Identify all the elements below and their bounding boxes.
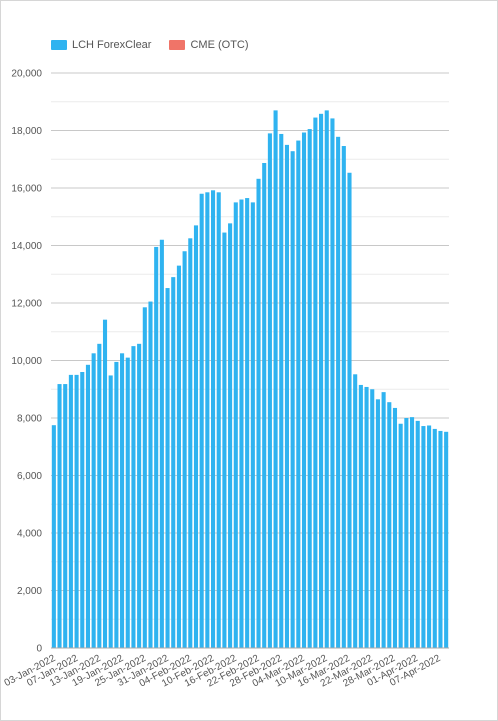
bar-lch[interactable] xyxy=(239,199,244,649)
bar-lch[interactable] xyxy=(80,372,85,648)
bar-lch[interactable] xyxy=(68,374,73,649)
legend-label-cme: CME (OTC) xyxy=(190,39,249,51)
y-tick-label: 14,000 xyxy=(11,241,42,252)
bar-lch[interactable] xyxy=(108,375,113,648)
bar-lch[interactable] xyxy=(205,192,210,648)
bar-lch[interactable] xyxy=(148,301,153,648)
bar-lch[interactable] xyxy=(199,193,204,648)
bar-lch[interactable] xyxy=(353,374,358,648)
bar-lch[interactable] xyxy=(182,251,187,648)
bar-lch[interactable] xyxy=(137,343,142,648)
y-tick-label: 0 xyxy=(36,644,42,655)
bar-lch[interactable] xyxy=(438,430,443,648)
bar-lch[interactable] xyxy=(188,238,193,648)
bar-lch[interactable] xyxy=(51,425,56,648)
bar-lch[interactable] xyxy=(193,225,199,649)
bar-lch[interactable] xyxy=(410,417,415,648)
bar-lch[interactable] xyxy=(313,117,318,648)
bar-lch[interactable] xyxy=(387,402,392,648)
bar-lch[interactable] xyxy=(421,426,426,648)
bar-lch[interactable] xyxy=(392,407,398,648)
bar-lch[interactable] xyxy=(176,265,181,649)
y-tick-label: 10,000 xyxy=(11,356,42,367)
bar-lch[interactable] xyxy=(341,146,346,648)
bar-lch[interactable] xyxy=(222,232,227,648)
bar-lch[interactable] xyxy=(63,384,68,648)
bar-lch[interactable] xyxy=(57,384,62,648)
y-tick-label: 20,000 xyxy=(11,69,42,80)
bar-lch[interactable] xyxy=(330,118,335,649)
bar-lch[interactable] xyxy=(256,178,261,649)
bar-lch[interactable] xyxy=(358,384,363,648)
bar-lch[interactable] xyxy=(102,319,108,648)
bar-lch[interactable] xyxy=(301,132,307,648)
legend-item-cme[interactable]: CME (OTC) xyxy=(169,39,249,51)
y-tick-label: 18,000 xyxy=(11,126,42,137)
bar-lch[interactable] xyxy=(125,357,130,649)
bar-lch[interactable] xyxy=(267,133,272,649)
bar-lch[interactable] xyxy=(131,346,136,649)
bar-lch[interactable] xyxy=(120,353,125,648)
bar-lch[interactable] xyxy=(290,151,295,648)
bar-lch[interactable] xyxy=(216,192,221,648)
bar-lch[interactable] xyxy=(74,374,79,649)
legend-item-lch[interactable]: LCH ForexClear xyxy=(51,39,151,51)
bar-lch[interactable] xyxy=(171,277,176,649)
bar-lch[interactable] xyxy=(250,202,255,649)
bar-lch[interactable] xyxy=(245,198,250,648)
bar-lch[interactable] xyxy=(154,246,159,648)
legend-label-lch: LCH ForexClear xyxy=(72,39,152,51)
legend: LCH ForexClear CME (OTC) xyxy=(51,39,249,51)
bar-lch[interactable] xyxy=(404,418,409,648)
bar-lch[interactable] xyxy=(85,364,90,648)
bar-lch[interactable] xyxy=(273,110,278,649)
y-tick-label: 4,000 xyxy=(17,529,42,540)
bar-lch[interactable] xyxy=(97,343,102,648)
y-tick-label: 12,000 xyxy=(11,299,42,310)
bar-lch[interactable] xyxy=(336,136,341,648)
bar-lch[interactable] xyxy=(324,110,329,649)
legend-swatch-cme xyxy=(169,40,186,50)
bar-lch[interactable] xyxy=(364,386,369,648)
bar-lch[interactable] xyxy=(296,140,301,648)
bar-lch[interactable] xyxy=(415,420,420,649)
bar-lch[interactable] xyxy=(284,144,289,649)
bar-lch[interactable] xyxy=(142,307,147,648)
bar-lch[interactable] xyxy=(262,162,267,649)
bar-lch[interactable] xyxy=(279,133,284,648)
y-tick-label: 8,000 xyxy=(17,414,42,425)
bar-lch[interactable] xyxy=(398,423,403,648)
bar-lch[interactable] xyxy=(375,399,380,648)
y-tick-label: 16,000 xyxy=(11,184,42,195)
bar-lch[interactable] xyxy=(347,172,352,648)
y-tick-label: 6,000 xyxy=(17,471,42,482)
bar-lch[interactable] xyxy=(370,389,375,648)
bar-lch[interactable] xyxy=(427,425,432,648)
bar-lch[interactable] xyxy=(91,353,96,648)
bar-lch[interactable] xyxy=(381,392,386,649)
bar-lch[interactable] xyxy=(211,190,216,649)
bar-lch[interactable] xyxy=(319,113,324,648)
bar-lch[interactable] xyxy=(444,431,449,648)
bar-lch[interactable] xyxy=(165,288,170,648)
bar-lch[interactable] xyxy=(307,129,312,648)
y-tick-label: 2,000 xyxy=(17,586,42,597)
legend-swatch-lch xyxy=(51,40,67,50)
bar-lch[interactable] xyxy=(432,428,437,648)
bar-lch[interactable] xyxy=(228,223,233,649)
bar-lch[interactable] xyxy=(233,202,238,649)
bar-lch[interactable] xyxy=(159,239,164,648)
bar-lch[interactable] xyxy=(114,361,119,648)
